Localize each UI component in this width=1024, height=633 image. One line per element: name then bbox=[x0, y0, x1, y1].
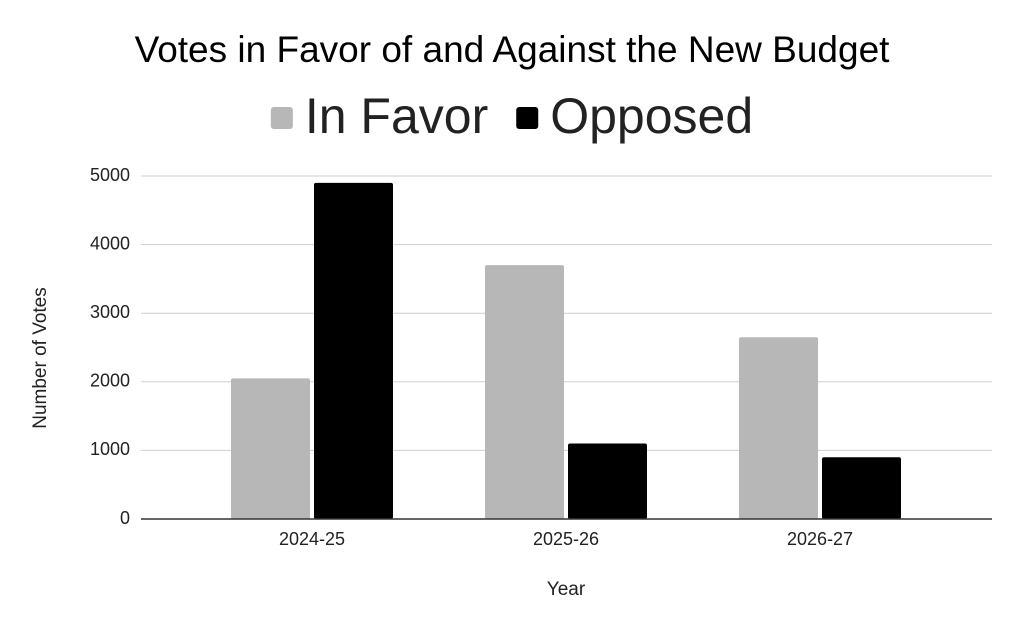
x-tick-label: 2025-26 bbox=[533, 529, 599, 549]
bar bbox=[739, 337, 818, 519]
bar bbox=[231, 378, 310, 519]
y-tick-label: 2000 bbox=[90, 371, 130, 391]
y-tick-label: 4000 bbox=[90, 233, 130, 253]
x-tick-label: 2024-25 bbox=[279, 529, 345, 549]
x-axis-title: Year bbox=[547, 579, 586, 600]
bar bbox=[485, 265, 564, 519]
legend-swatch bbox=[270, 107, 293, 129]
legend-swatch bbox=[516, 107, 539, 129]
legend-label: Opposed bbox=[550, 88, 753, 144]
x-tick-label: 2026-27 bbox=[787, 529, 853, 549]
bar bbox=[314, 182, 393, 520]
y-tick-label: 5000 bbox=[90, 165, 130, 185]
legend-label: In Favor bbox=[305, 88, 488, 144]
y-tick-label: 3000 bbox=[90, 302, 130, 322]
y-tick-label: 1000 bbox=[90, 439, 130, 459]
chart-title: Votes in Favor of and Against the New Bu… bbox=[135, 29, 891, 70]
bar bbox=[822, 457, 901, 519]
y-axis-title: Number of Votes bbox=[30, 287, 51, 429]
bar bbox=[568, 443, 647, 519]
y-tick-label: 0 bbox=[120, 508, 130, 528]
